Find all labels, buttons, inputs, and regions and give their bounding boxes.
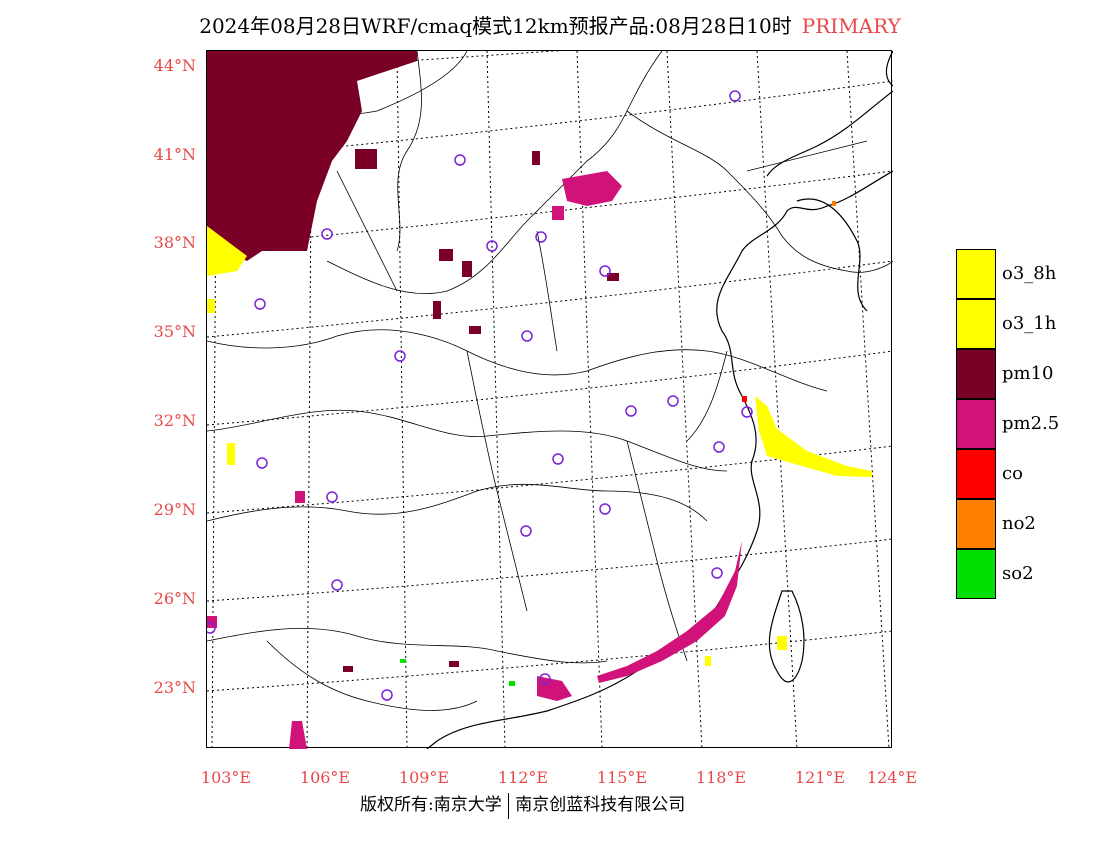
station-marker	[394, 350, 406, 362]
station-marker	[599, 503, 611, 515]
legend-swatch	[956, 499, 996, 549]
pm10-spot-9	[343, 666, 353, 672]
pm25-yunnan-spot	[289, 721, 307, 749]
station-marker	[207, 622, 216, 634]
lat-label-44: 44°N	[153, 56, 196, 75]
pm10-spot-4	[607, 273, 619, 281]
map-canvas	[207, 51, 893, 749]
map-title: 2024年08月28日WRF/cmaq模式12km预报产品:08月28日10时 P…	[0, 10, 1100, 39]
legend-swatch	[956, 299, 996, 349]
lat-label-32: 32°N	[153, 411, 196, 430]
legend-swatch	[956, 399, 996, 449]
legend-swatch	[956, 349, 996, 399]
lon-label-118: 118°E	[695, 768, 747, 787]
pm10-northwest-strip	[207, 51, 247, 71]
lon-label-109: 109°E	[398, 768, 450, 787]
legend-label: no2	[1002, 513, 1036, 534]
station-marker	[741, 406, 753, 418]
pm25-spot-hebei	[552, 206, 564, 220]
legend-label: o3_1h	[1002, 313, 1057, 334]
lat-label-23: 23°N	[153, 678, 196, 697]
legend-swatch	[956, 549, 996, 599]
title-text: 2024年08月28日WRF/cmaq模式12km预报产品:08月28日10时	[199, 14, 792, 38]
station-marker	[321, 228, 333, 240]
pm10-spot-7	[532, 151, 540, 165]
pm10-northwest-plume	[207, 51, 417, 261]
lon-label-124: 124°E	[866, 768, 918, 787]
boundaries	[207, 51, 893, 711]
station-marker	[520, 525, 532, 537]
legend-swatch	[956, 249, 996, 299]
lon-label-115: 115°E	[596, 768, 648, 787]
coastline	[426, 51, 893, 749]
station-marker	[256, 457, 268, 469]
copyright-left: 版权所有:南京大学	[360, 795, 502, 815]
station-marker	[539, 673, 551, 685]
station-marker	[326, 491, 338, 503]
lat-label-41: 41°N	[153, 145, 196, 164]
footer-separator	[507, 792, 510, 819]
pm10-spot-2	[439, 249, 453, 261]
legend-swatch	[956, 449, 996, 499]
station-marker	[599, 265, 611, 277]
pollutant-tag: PRIMARY	[801, 14, 901, 38]
copyright-right: 南京创蓝科技有限公司	[515, 795, 686, 815]
station-marker	[729, 90, 741, 102]
pm10-regions	[207, 51, 619, 672]
lon-label-103: 103°E	[200, 768, 252, 787]
station-marker	[625, 405, 637, 417]
station-marker	[486, 240, 498, 252]
station-marker	[381, 689, 393, 701]
lat-label-38: 38°N	[153, 233, 196, 252]
legend-label: co	[1002, 463, 1023, 484]
copyright-footer: 版权所有:南京大学 南京创蓝科技有限公司	[360, 790, 685, 819]
forecast-map[interactable]	[206, 50, 893, 749]
lat-label-29: 29°N	[153, 500, 196, 519]
pm25-regions	[207, 171, 742, 749]
o3-spot-b	[705, 656, 711, 666]
station-marker	[521, 330, 533, 342]
pm10-spot-5	[469, 326, 481, 334]
o3-spot-a	[207, 299, 215, 313]
lat-label-26: 26°N	[153, 589, 196, 608]
so2-spot-1	[400, 659, 406, 663]
legend-label: o3_8h	[1002, 263, 1057, 284]
co-spot	[742, 396, 747, 402]
o3-northwest	[207, 226, 247, 276]
pm25-beijing	[562, 171, 622, 206]
station-marker	[552, 453, 564, 465]
lon-label-106: 106°E	[299, 768, 351, 787]
o3-shanghai-plume	[755, 396, 872, 477]
pm25-spot-a	[295, 491, 305, 503]
legend-label: so2	[1002, 563, 1034, 584]
lat-label-35: 35°N	[153, 322, 196, 341]
station-marker	[667, 395, 679, 407]
o3-spot-c	[227, 443, 235, 465]
pm10-spot-6	[433, 301, 441, 319]
legend-label: pm10	[1002, 363, 1054, 384]
station-marker	[331, 579, 343, 591]
pm25-spot-b	[207, 616, 217, 628]
no2-spot	[832, 201, 836, 206]
o3-spot-taiwan	[777, 636, 787, 650]
station-marker	[711, 567, 723, 579]
pm10-spot-8	[449, 661, 459, 667]
legend-label: pm2.5	[1002, 413, 1060, 434]
o3-regions	[207, 226, 872, 666]
station-marker	[254, 298, 266, 310]
pm25-fujian-coast	[597, 541, 742, 683]
station-markers	[207, 90, 753, 701]
station-marker	[454, 154, 466, 166]
so2-spot-2	[509, 681, 515, 686]
pm10-spot-1	[355, 149, 377, 169]
lon-label-112: 112°E	[497, 768, 549, 787]
pm25-guangzhou	[537, 676, 572, 701]
pm10-spot-3	[462, 261, 472, 277]
station-marker	[713, 441, 725, 453]
station-marker	[535, 231, 547, 243]
lon-label-121: 121°E	[794, 768, 846, 787]
